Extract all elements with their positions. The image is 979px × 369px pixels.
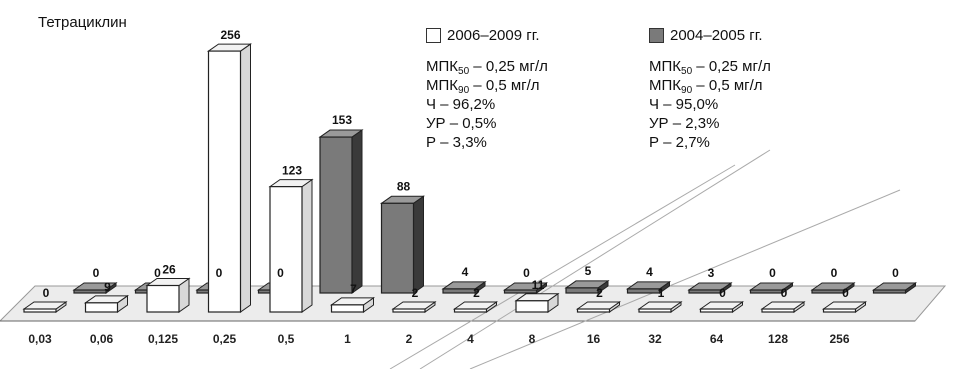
bar-2006-2009-0,125 xyxy=(145,277,191,313)
bar-2006-2009-0,06 xyxy=(83,294,130,313)
x-tick-0,06: 0,06 xyxy=(90,332,114,346)
bar-2004-2005-8 xyxy=(564,279,610,294)
x-tick-32: 32 xyxy=(648,332,662,346)
legend-swatch-gray xyxy=(649,28,664,43)
x-tick-0,25: 0,25 xyxy=(213,332,237,346)
x-tick-0,5: 0,5 xyxy=(278,332,295,346)
bar-2004-2005-128 xyxy=(810,282,856,294)
bar-2006-2009-0,5 xyxy=(268,178,314,313)
chart-title: Тетрациклин xyxy=(38,14,127,31)
value-label-2004-2005-8: 5 xyxy=(585,264,592,278)
value-label-2006-2009-1: 7 xyxy=(350,282,357,296)
value-label-2004-2005-0,06: 0 xyxy=(154,266,161,280)
bar-2006-2009-128 xyxy=(760,301,806,313)
bar-2006-2009-2 xyxy=(391,301,437,313)
value-label-2006-2009-0,03: 0 xyxy=(43,286,50,300)
bar-2004-2005-0,5 xyxy=(318,129,364,294)
value-label-2006-2009-256: 0 xyxy=(842,286,849,300)
stat-ur: УР – 2,3% xyxy=(649,115,720,132)
value-label-2004-2005-4: 0 xyxy=(523,266,530,280)
value-label-2006-2009-128: 0 xyxy=(781,286,788,300)
bar-2006-2009-0,25 xyxy=(206,43,253,313)
series-2004-2005-bars xyxy=(72,129,918,294)
series-2006-2009-bars xyxy=(22,43,868,313)
perspective-line-1 xyxy=(419,149,771,369)
value-label-2006-2009-64: 0 xyxy=(719,286,726,300)
bar-2004-2005-2 xyxy=(441,280,487,294)
x-tick-2: 2 xyxy=(406,332,413,346)
legend-series-2004-2005: 2004–2005 гг. МПК50 – 0,25 мг/л МПК90 – … xyxy=(649,26,771,152)
legend-label: 2006–2009 гг. xyxy=(447,27,540,44)
legend-series-2006-2009: 2006–2009 гг. МПК50 – 0,25 мг/л МПК90 – … xyxy=(426,26,548,152)
bar-2004-2005-32 xyxy=(687,281,733,294)
value-label-2004-2005-128: 0 xyxy=(831,266,838,280)
perspective-line-0 xyxy=(389,164,736,369)
bar-2006-2009-0,03 xyxy=(22,301,68,313)
legend-label: 2004–2005 гг. xyxy=(670,27,763,44)
value-label-2006-2009-0,125: 26 xyxy=(162,263,176,277)
stat-r: Р – 2,7% xyxy=(649,134,710,151)
value-label-2006-2009-16: 2 xyxy=(596,286,603,300)
x-tick-64: 64 xyxy=(710,332,724,346)
stat-mpk50: МПК50 – 0,25 мг/л xyxy=(426,58,548,77)
stat-ur: УР – 0,5% xyxy=(426,115,497,132)
x-tick-labels: 0,03 0,06 0,125 0,25 0,5 1 2 4 8 16 32 64 128 256 xyxy=(28,332,850,346)
value-label-2006-2009-4: 2 xyxy=(473,286,480,300)
bar-2006-2009-8 xyxy=(514,292,560,313)
value-label-2006-2009-8: 11 xyxy=(532,278,545,292)
x-tick-16: 16 xyxy=(587,332,601,346)
bar-2004-2005-0,03 xyxy=(72,282,118,294)
value-label-2004-2005-0,5: 153 xyxy=(332,113,352,127)
value-label-2006-2009-0,25: 256 xyxy=(220,28,240,42)
value-label-2004-2005-0,03: 0 xyxy=(93,266,100,280)
stat-mpk90: МПК90 – 0,5 мг/л xyxy=(649,77,763,96)
stat-r: Р – 3,3% xyxy=(426,134,487,151)
bar-2006-2009-4 xyxy=(452,301,499,313)
stat-ch: Ч – 96,2% xyxy=(426,96,496,113)
bar-2004-2005-16 xyxy=(625,280,672,294)
x-tick-1: 1 xyxy=(344,332,351,346)
x-tick-0,125: 0,125 xyxy=(148,332,178,346)
bar-2004-2005-64 xyxy=(748,282,795,294)
value-label-2006-2009-32: 1 xyxy=(658,286,665,300)
value-label-2004-2005-1: 88 xyxy=(397,179,411,193)
legend-swatch-white xyxy=(426,28,441,43)
value-label-2006-2009-0,5: 123 xyxy=(282,164,302,178)
bar-2004-2005-256 xyxy=(871,282,918,294)
x-tick-128: 128 xyxy=(768,332,788,346)
value-label-2004-2005-64: 0 xyxy=(769,266,776,280)
x-tick-0,03: 0,03 xyxy=(28,332,52,346)
bar-2006-2009-1 xyxy=(329,296,376,313)
bar-2006-2009-32 xyxy=(637,301,683,313)
value-label-2004-2005-256: 0 xyxy=(892,266,899,280)
x-tick-256: 256 xyxy=(829,332,849,346)
value-label-2006-2009-0,06: 9 xyxy=(104,280,111,294)
bar-2006-2009-16 xyxy=(575,301,622,313)
bar-2004-2005-4 xyxy=(502,282,549,294)
bar-2006-2009-64 xyxy=(698,301,745,313)
x-tick-4: 4 xyxy=(467,332,474,346)
bar-2004-2005-1 xyxy=(379,195,426,294)
bar-2006-2009-256 xyxy=(821,301,868,313)
x-tick-8: 8 xyxy=(529,332,536,346)
value-label-2006-2009-2: 2 xyxy=(412,286,419,300)
stat-mpk90: МПК90 – 0,5 мг/л xyxy=(426,77,540,96)
value-label-2004-2005-0,125: 0 xyxy=(216,266,223,280)
stat-mpk50: МПК50 – 0,25 мг/л xyxy=(649,58,771,77)
decorative-lines xyxy=(389,149,901,369)
perspective-line-2 xyxy=(469,189,901,369)
value-label-2004-2005-0,25: 0 xyxy=(277,266,284,280)
stat-ch: Ч – 95,0% xyxy=(649,96,719,113)
value-label-2004-2005-32: 3 xyxy=(708,266,715,280)
value-label-2004-2005-16: 4 xyxy=(646,265,653,279)
value-label-2004-2005-2: 4 xyxy=(462,265,469,279)
